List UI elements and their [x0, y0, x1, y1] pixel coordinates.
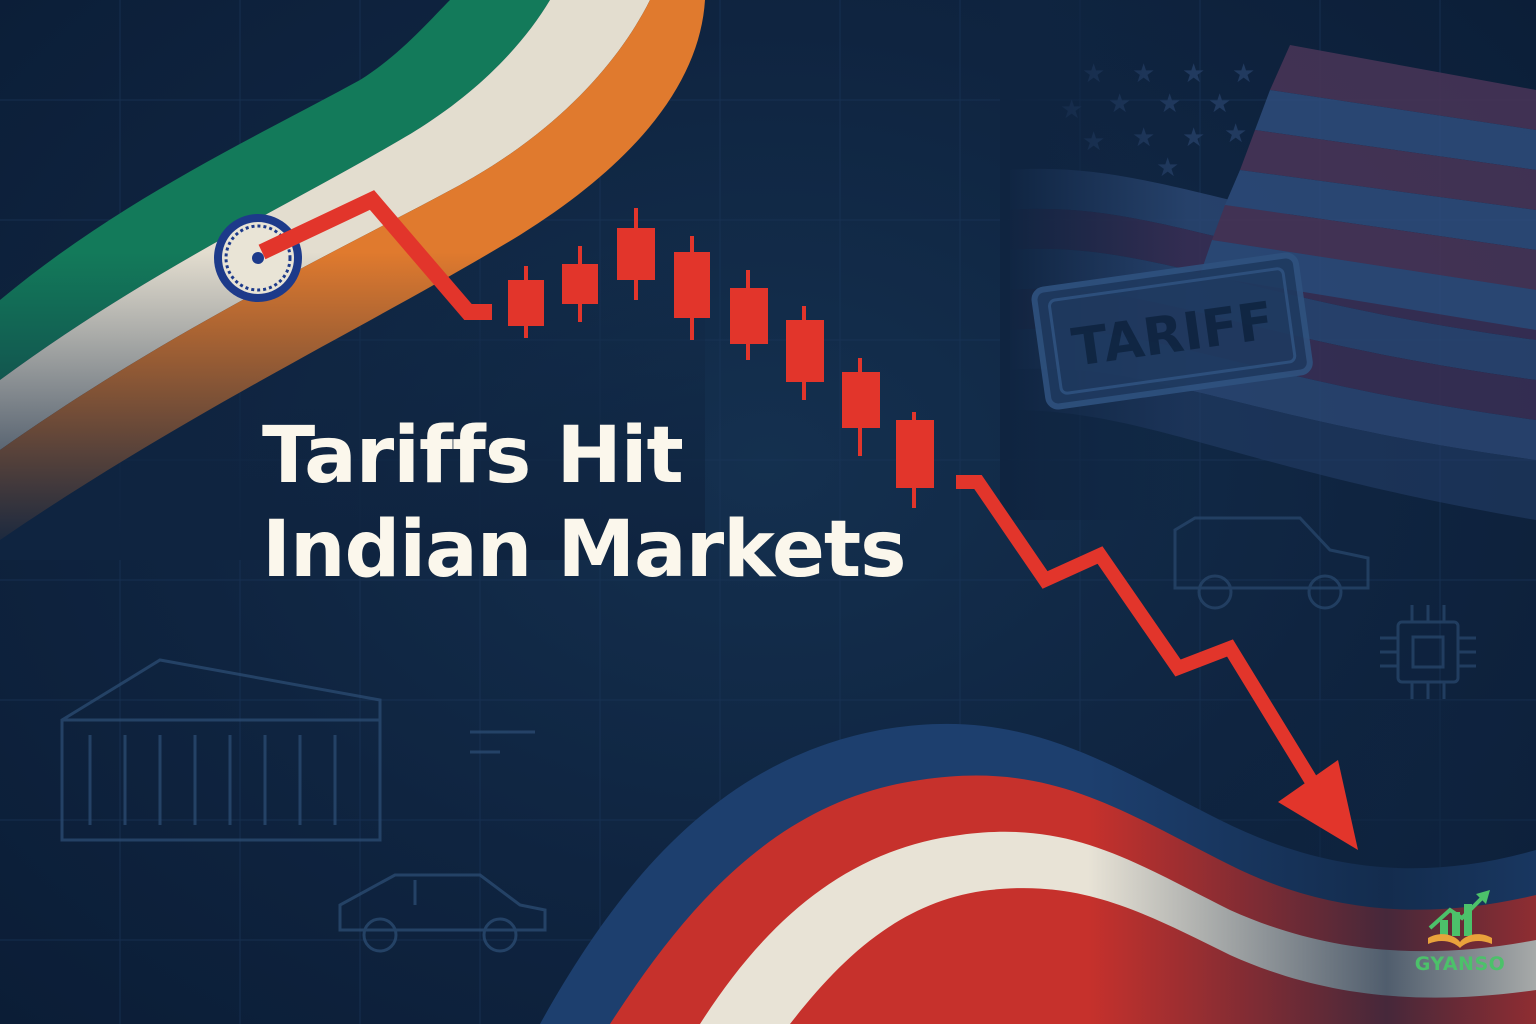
down-arrow-head	[1278, 760, 1358, 850]
candlestick	[896, 412, 934, 508]
candlestick	[562, 246, 598, 322]
suv-icon	[1173, 516, 1370, 610]
brand-logo: GYANSO	[1410, 888, 1510, 975]
microchip-icon	[1380, 605, 1476, 699]
headline-line-1: Tariffs Hit	[262, 411, 684, 501]
brand-logo-icon	[1428, 890, 1492, 948]
trend-line-upper	[258, 190, 492, 320]
headline-line-2: Indian Markets	[262, 504, 907, 595]
candlestick	[508, 266, 544, 338]
shipping-container-icon	[60, 658, 535, 842]
candlestick	[786, 306, 824, 400]
candlestick	[842, 358, 880, 456]
candlestick	[674, 236, 710, 340]
candlesticks	[508, 208, 934, 508]
brand-name: GYANSO	[1414, 953, 1506, 975]
candlestick	[730, 270, 768, 360]
candlestick	[617, 208, 655, 300]
trend-line-lower	[956, 475, 1318, 786]
headline: Tariffs Hit Indian Markets	[262, 410, 907, 597]
